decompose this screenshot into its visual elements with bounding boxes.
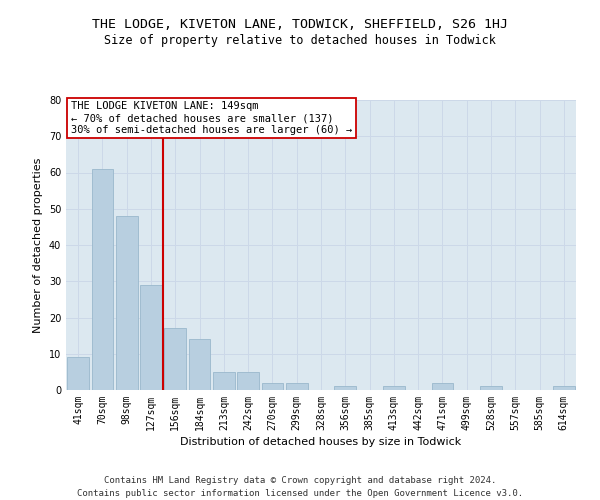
Bar: [237, 372, 259, 390]
Bar: [383, 386, 405, 390]
Bar: [91, 169, 113, 390]
Bar: [262, 383, 283, 390]
Bar: [334, 386, 356, 390]
Text: Size of property relative to detached houses in Todwick: Size of property relative to detached ho…: [104, 34, 496, 47]
Bar: [553, 386, 575, 390]
Bar: [116, 216, 137, 390]
Text: THE LODGE KIVETON LANE: 149sqm
← 70% of detached houses are smaller (137)
30% of: THE LODGE KIVETON LANE: 149sqm ← 70% of …: [71, 102, 352, 134]
Y-axis label: Number of detached properties: Number of detached properties: [33, 158, 43, 332]
Bar: [286, 383, 308, 390]
Bar: [213, 372, 235, 390]
Bar: [140, 285, 162, 390]
Bar: [188, 339, 211, 390]
Bar: [164, 328, 186, 390]
Bar: [480, 386, 502, 390]
Text: THE LODGE, KIVETON LANE, TODWICK, SHEFFIELD, S26 1HJ: THE LODGE, KIVETON LANE, TODWICK, SHEFFI…: [92, 18, 508, 30]
Text: Contains HM Land Registry data © Crown copyright and database right 2024.
Contai: Contains HM Land Registry data © Crown c…: [77, 476, 523, 498]
Bar: [431, 383, 454, 390]
Bar: [67, 358, 89, 390]
X-axis label: Distribution of detached houses by size in Todwick: Distribution of detached houses by size …: [181, 437, 461, 447]
